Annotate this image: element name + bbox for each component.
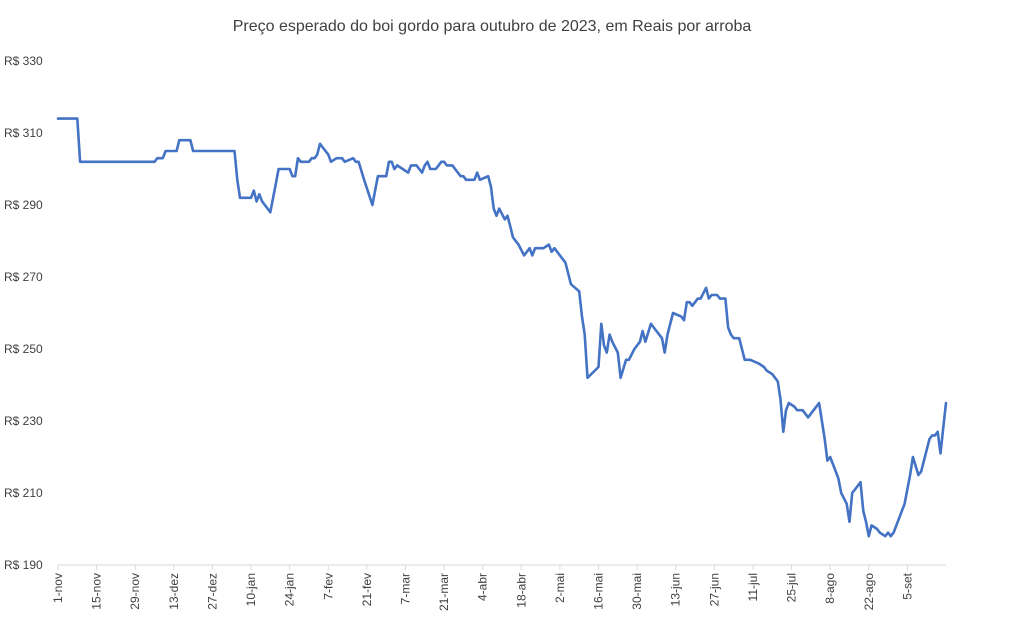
x-tick-label: 4-abr [476, 573, 490, 601]
x-tick-label: 7-fev [321, 573, 335, 600]
x-tick-label: 30-mai [630, 573, 644, 610]
y-tick-label: R$ 250 [4, 342, 43, 356]
x-tick-label: 10-jan [244, 573, 258, 606]
chart-title: Preço esperado do boi gordo para outubro… [233, 18, 752, 35]
x-tick-label: 1-nov [51, 573, 65, 603]
x-tick-label: 16-mai [592, 573, 606, 610]
x-tick-label: 27-dez [205, 573, 219, 610]
x-tick-label: 27-jun [707, 573, 721, 606]
y-tick-label: R$ 190 [4, 558, 43, 572]
series-layer [56, 117, 948, 538]
x-tick-label: 29-nov [128, 573, 142, 610]
x-tick-label: 13-jun [669, 573, 683, 606]
x-tick-label: 18-abr [514, 573, 528, 608]
x-axis-ticks: 1-nov 15-nov 29-nov 13-dez 27-dez 10-jan 24-ja… [51, 565, 914, 611]
x-tick-label: 21-mar [437, 573, 451, 611]
x-tick-label: 8-ago [823, 573, 837, 604]
x-tick-label: 22-ago [862, 573, 876, 611]
y-tick-label: R$ 330 [4, 54, 43, 68]
y-tick-label: R$ 210 [4, 486, 43, 500]
x-tick-label: 25-jul [785, 573, 799, 602]
x-tick-label: 7-mar [398, 573, 412, 604]
y-tick-label: R$ 230 [4, 414, 43, 428]
x-tick-label: 21-fev [360, 573, 374, 606]
x-tick-label: 5-set [900, 572, 914, 599]
x-tick-label: 24-jan [283, 573, 297, 606]
series-line [56, 117, 948, 538]
y-tick-label: R$ 270 [4, 270, 43, 284]
y-axis-ticks: R$ 190 R$ 210 R$ 230 R$ 250 R$ 270 R$ 290 R$ 3… [4, 54, 43, 572]
x-tick-label: 13-dez [167, 573, 181, 610]
y-tick-label: R$ 310 [4, 126, 43, 140]
x-tick-label: 2-mai [553, 573, 567, 603]
y-tick-label: R$ 290 [4, 198, 43, 212]
x-tick-label: 15-nov [90, 573, 104, 610]
x-tick-label: 11-jul [746, 573, 760, 601]
